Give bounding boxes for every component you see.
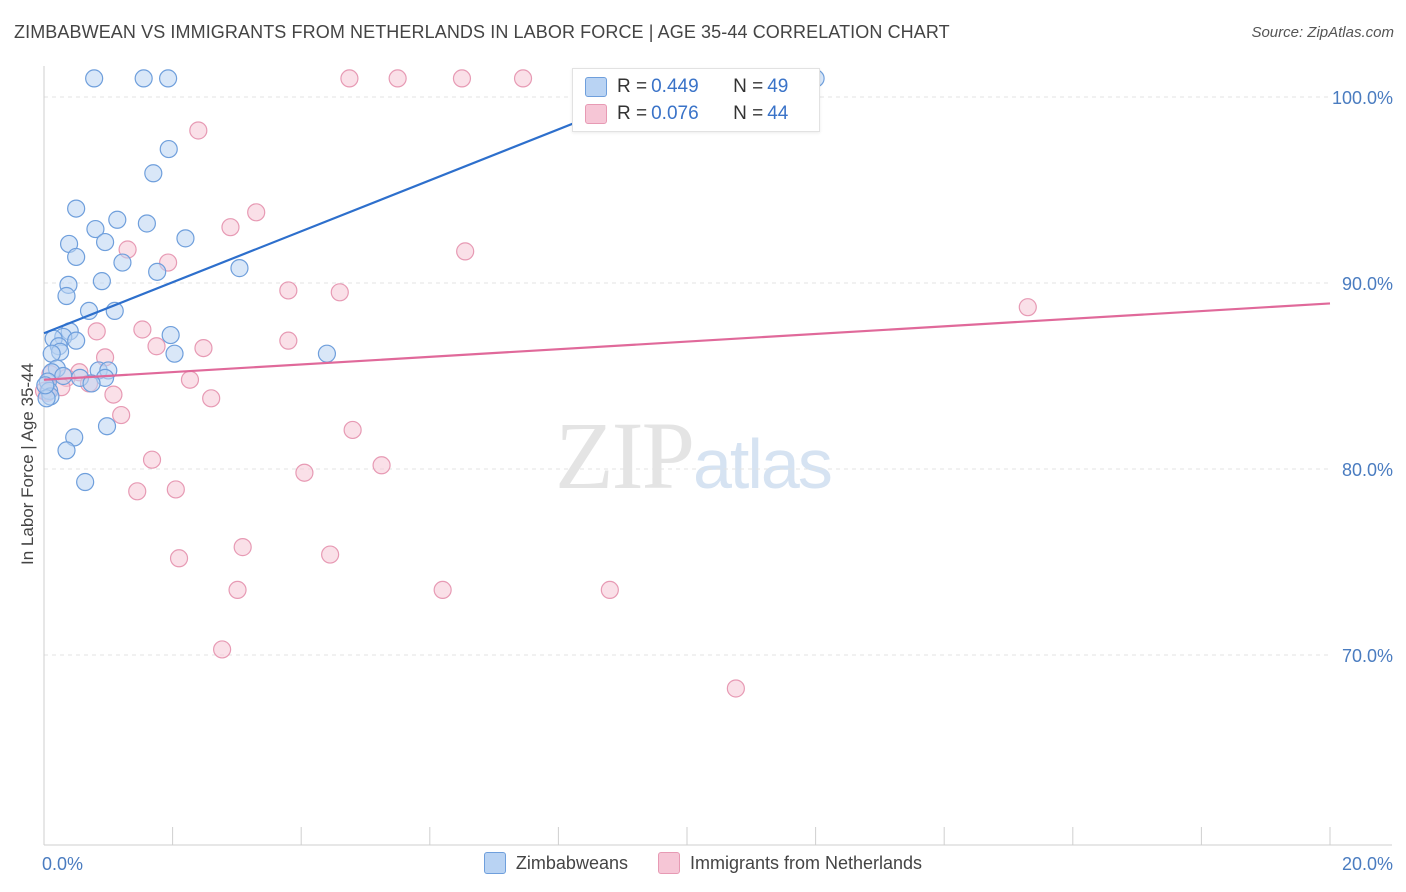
stats-r-value: 0.076: [651, 103, 699, 124]
y-tick-label: 80.0%: [1342, 460, 1393, 480]
point-zimbabweans: [165, 344, 184, 363]
point-netherlands: [169, 549, 189, 568]
point-netherlands: [194, 339, 213, 358]
point-zimbabweans: [137, 214, 156, 233]
stats-n-value: 49: [767, 76, 789, 97]
point-zimbabweans: [161, 325, 180, 345]
point-zimbabweans: [148, 262, 167, 281]
point-netherlands: [330, 283, 349, 302]
point-netherlands: [452, 69, 472, 88]
point-zimbabweans: [86, 219, 105, 239]
stats-n-label: N =: [733, 76, 764, 97]
point-netherlands: [295, 463, 314, 482]
point-netherlands: [133, 320, 152, 339]
point-netherlands: [147, 337, 166, 356]
stats-row-netherlands: R = 0.076 N = 44: [585, 103, 792, 125]
point-netherlands: [726, 679, 745, 698]
point-netherlands: [104, 385, 123, 404]
point-netherlands: [340, 69, 359, 88]
point-netherlands: [433, 580, 452, 600]
source-label: Source: ZipAtlas.com: [1251, 24, 1394, 41]
stats-r-label: R =: [617, 103, 648, 124]
point-netherlands: [279, 281, 298, 300]
point-netherlands: [456, 242, 475, 261]
legend-label: Immigrants from Netherlands: [689, 852, 923, 873]
point-netherlands: [247, 203, 266, 222]
point-netherlands: [202, 389, 221, 408]
legend-label: Zimbabweans: [515, 852, 628, 873]
stats-swatch-pink: [585, 104, 607, 124]
point-netherlands: [388, 69, 407, 88]
x-tick-label: 0.0%: [42, 854, 83, 874]
stats-swatch-blue: [585, 77, 607, 97]
y-tick-label: 100.0%: [1332, 88, 1393, 108]
point-zimbabweans: [176, 229, 195, 248]
point-zimbabweans: [76, 472, 95, 492]
stats-r-value: 0.449: [651, 76, 699, 97]
point-zimbabweans: [159, 139, 178, 159]
point-netherlands: [228, 580, 247, 600]
point-zimbabweans: [57, 286, 76, 306]
legend-swatch-blue: [483, 852, 506, 874]
chart-title: ZIMBABWEAN VS IMMIGRANTS FROM NETHERLAND…: [14, 22, 950, 42]
point-zimbabweans: [85, 69, 104, 88]
point-zimbabweans: [144, 164, 163, 183]
point-zimbabweans: [54, 366, 73, 386]
point-netherlands: [112, 405, 131, 425]
legend-item-zimbabweans[interactable]: Zimbabweans: [483, 852, 628, 874]
point-netherlands: [166, 480, 185, 499]
point-zimbabweans: [317, 344, 337, 363]
point-netherlands: [189, 121, 208, 140]
legend-swatch-pink: [657, 852, 680, 874]
x-tick-label: 20.0%: [1342, 854, 1393, 874]
stats-n-label: N =: [733, 103, 764, 124]
point-zimbabweans: [95, 232, 115, 252]
point-zimbabweans: [92, 272, 111, 291]
point-netherlands: [1018, 298, 1037, 317]
watermark-zip: ZIP: [555, 402, 695, 509]
point-netherlands: [213, 640, 232, 659]
stats-r-label: R =: [617, 76, 648, 97]
point-zimbabweans: [158, 69, 178, 88]
point-netherlands: [372, 456, 391, 475]
legend-item-netherlands[interactable]: Immigrants from Netherlands: [657, 852, 923, 874]
point-zimbabweans: [230, 259, 249, 278]
point-netherlands: [233, 538, 252, 557]
point-zimbabweans: [113, 253, 132, 272]
trend-line-netherlands: [43, 302, 1331, 381]
point-zimbabweans: [67, 331, 86, 350]
point-zimbabweans: [97, 417, 117, 436]
stats-n-value: 44: [767, 103, 789, 124]
point-netherlands: [180, 370, 200, 389]
stats-box: R = 0.449 N = 49 R = 0.076 N = 44: [572, 68, 820, 132]
point-netherlands: [600, 580, 619, 600]
watermark: ZIPatlas: [555, 400, 833, 511]
point-netherlands: [321, 545, 340, 564]
point-netherlands: [279, 331, 298, 350]
point-netherlands: [87, 322, 106, 341]
watermark-atlas: atlas: [693, 425, 833, 503]
point-zimbabweans: [57, 441, 76, 460]
point-zimbabweans: [36, 376, 55, 395]
point-zimbabweans: [67, 199, 86, 218]
point-zimbabweans: [82, 374, 101, 393]
point-netherlands: [221, 218, 240, 237]
y-tick-label: 70.0%: [1342, 646, 1393, 666]
legend: Zimbabweans Immigrants from Netherlands: [0, 852, 1406, 874]
y-tick-label: 90.0%: [1342, 274, 1393, 294]
point-netherlands: [128, 482, 147, 501]
point-zimbabweans: [108, 210, 127, 229]
point-zimbabweans: [67, 247, 86, 267]
point-zimbabweans: [134, 69, 153, 88]
stats-row-zimbabweans: R = 0.449 N = 49: [585, 76, 792, 98]
point-netherlands: [142, 450, 162, 469]
point-netherlands: [513, 69, 533, 88]
point-netherlands: [343, 420, 362, 440]
